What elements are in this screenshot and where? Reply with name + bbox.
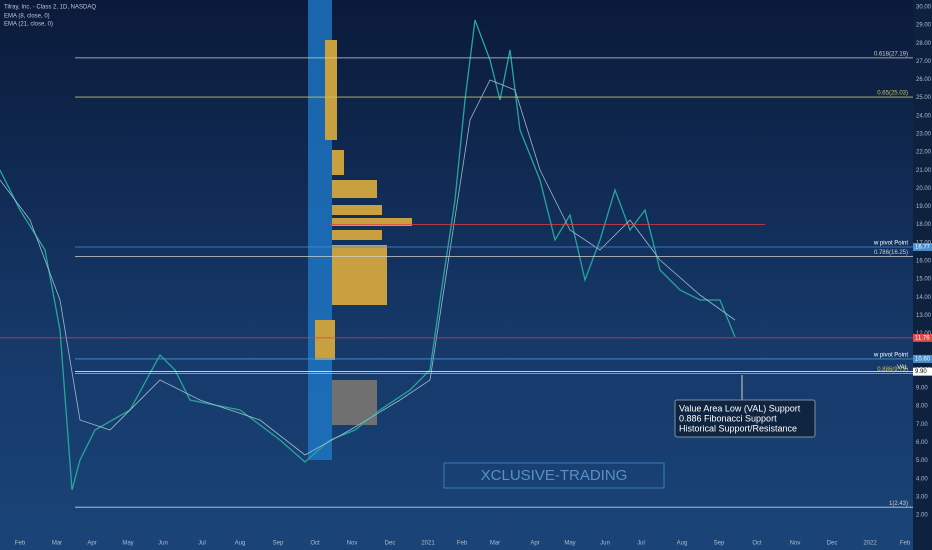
time-tick-label: May xyxy=(564,541,575,547)
price-badge-label: 10.60 xyxy=(915,357,931,363)
price-tick-label: 22.00 xyxy=(916,150,932,156)
time-tick-label: Aug xyxy=(235,541,246,547)
price-badge-label: 9.90 xyxy=(915,369,927,375)
price-tick-label: 29.00 xyxy=(916,23,932,29)
time-tick-label: 2022 xyxy=(863,541,877,547)
price-axis xyxy=(913,0,932,550)
time-tick-label: May xyxy=(122,541,133,547)
price-tick-label: 2.00 xyxy=(916,513,928,519)
level-label: 1(2.43) xyxy=(889,501,908,507)
level-label: w pivot Point xyxy=(873,353,908,359)
level-label: w pivot Point xyxy=(873,241,908,247)
symbol: Tilray, Inc. - Class 2, 1D, NASDAQ xyxy=(4,5,96,11)
annotation-line: Value Area Low (VAL) Support xyxy=(679,403,801,413)
time-tick-label: Apr xyxy=(87,541,96,547)
price-tick-label: 24.00 xyxy=(916,113,932,119)
level-label: 0.618(27.19) xyxy=(874,51,908,57)
price-tick-label: 30.00 xyxy=(916,4,932,10)
price-tick-label: 8.00 xyxy=(916,404,928,410)
price-tick-label: 16.00 xyxy=(916,259,932,265)
price-badge xyxy=(913,242,932,251)
time-tick-label: Feb xyxy=(457,541,468,547)
price-tick-label: 13.00 xyxy=(916,313,932,319)
time-tick-label: Jul xyxy=(198,541,206,547)
time-tick-label: Dec xyxy=(385,541,396,547)
annotation-line: 0.886 Fibonacci Support xyxy=(679,413,777,423)
ema-line xyxy=(0,79,736,456)
price-tick-label: 26.00 xyxy=(916,77,932,83)
price-badge-label: 11.76 xyxy=(915,335,930,341)
annotation-line: Historical Support/Resistance xyxy=(679,423,797,433)
price-tick-label: 9.00 xyxy=(916,386,928,392)
time-tick-label: Dec xyxy=(827,541,838,547)
time-tick-label: Mar xyxy=(490,541,500,547)
price-tick-label: 21.00 xyxy=(916,168,932,174)
watermark-box xyxy=(443,462,665,489)
price-badge xyxy=(913,333,932,342)
level-label: 0.65(25.03) xyxy=(877,91,908,97)
price-tick-label: 6.00 xyxy=(916,440,928,446)
time-tick-label: Nov xyxy=(790,541,801,547)
price-tick-label: 23.00 xyxy=(916,131,932,137)
level-label: 0.786(16.25) xyxy=(874,250,908,256)
level-label: VAL xyxy=(897,365,909,371)
time-tick-label: Sep xyxy=(714,541,725,547)
price-tick-label: 18.00 xyxy=(916,222,932,228)
price-tick-label: 27.00 xyxy=(916,59,932,65)
price-tick-label: 25.00 xyxy=(916,95,932,101)
price-tick-label: 15.00 xyxy=(916,277,932,283)
price-line xyxy=(0,19,736,491)
time-tick-label: Sep xyxy=(273,541,284,547)
time-tick-label: Oct xyxy=(752,541,762,547)
price-tick-label: 4.00 xyxy=(916,476,928,482)
price-tick-label: 3.00 xyxy=(916,494,928,500)
price-badge xyxy=(913,367,932,376)
price-tick-label: 5.00 xyxy=(916,458,928,464)
level-label: 0.886(9.79) xyxy=(877,367,908,373)
indicator: EMA (8, close, 0) xyxy=(4,14,50,20)
time-tick-label: Mar xyxy=(52,541,62,547)
annotation-box xyxy=(674,399,816,438)
price-tick-label: 20.00 xyxy=(916,186,932,192)
watermark: XCLUSIVE-TRADING xyxy=(481,467,628,484)
price-tick-label: 7.00 xyxy=(916,422,928,428)
time-tick-label: Jun xyxy=(600,541,610,547)
time-tick-label: Nov xyxy=(347,541,358,547)
volume-profile xyxy=(308,0,412,460)
price-tick-label: 28.00 xyxy=(916,41,932,47)
price-badge-label: 16.77 xyxy=(915,245,931,251)
time-tick-label: Jun xyxy=(158,541,168,547)
price-badge xyxy=(913,354,932,363)
time-tick-label: Oct xyxy=(310,541,320,547)
price-tick-label: 19.00 xyxy=(916,204,932,210)
indicator: EMA (21, close, 0) xyxy=(4,22,53,28)
time-tick-label: Apr xyxy=(530,541,539,547)
time-tick-label: Jul xyxy=(637,541,645,547)
time-tick-label: Feb xyxy=(15,541,26,547)
time-tick-label: 2021 xyxy=(421,541,435,547)
time-tick-label: Aug xyxy=(677,541,688,547)
time-tick-label: Feb xyxy=(900,541,911,547)
price-tick-label: 14.00 xyxy=(916,295,932,301)
